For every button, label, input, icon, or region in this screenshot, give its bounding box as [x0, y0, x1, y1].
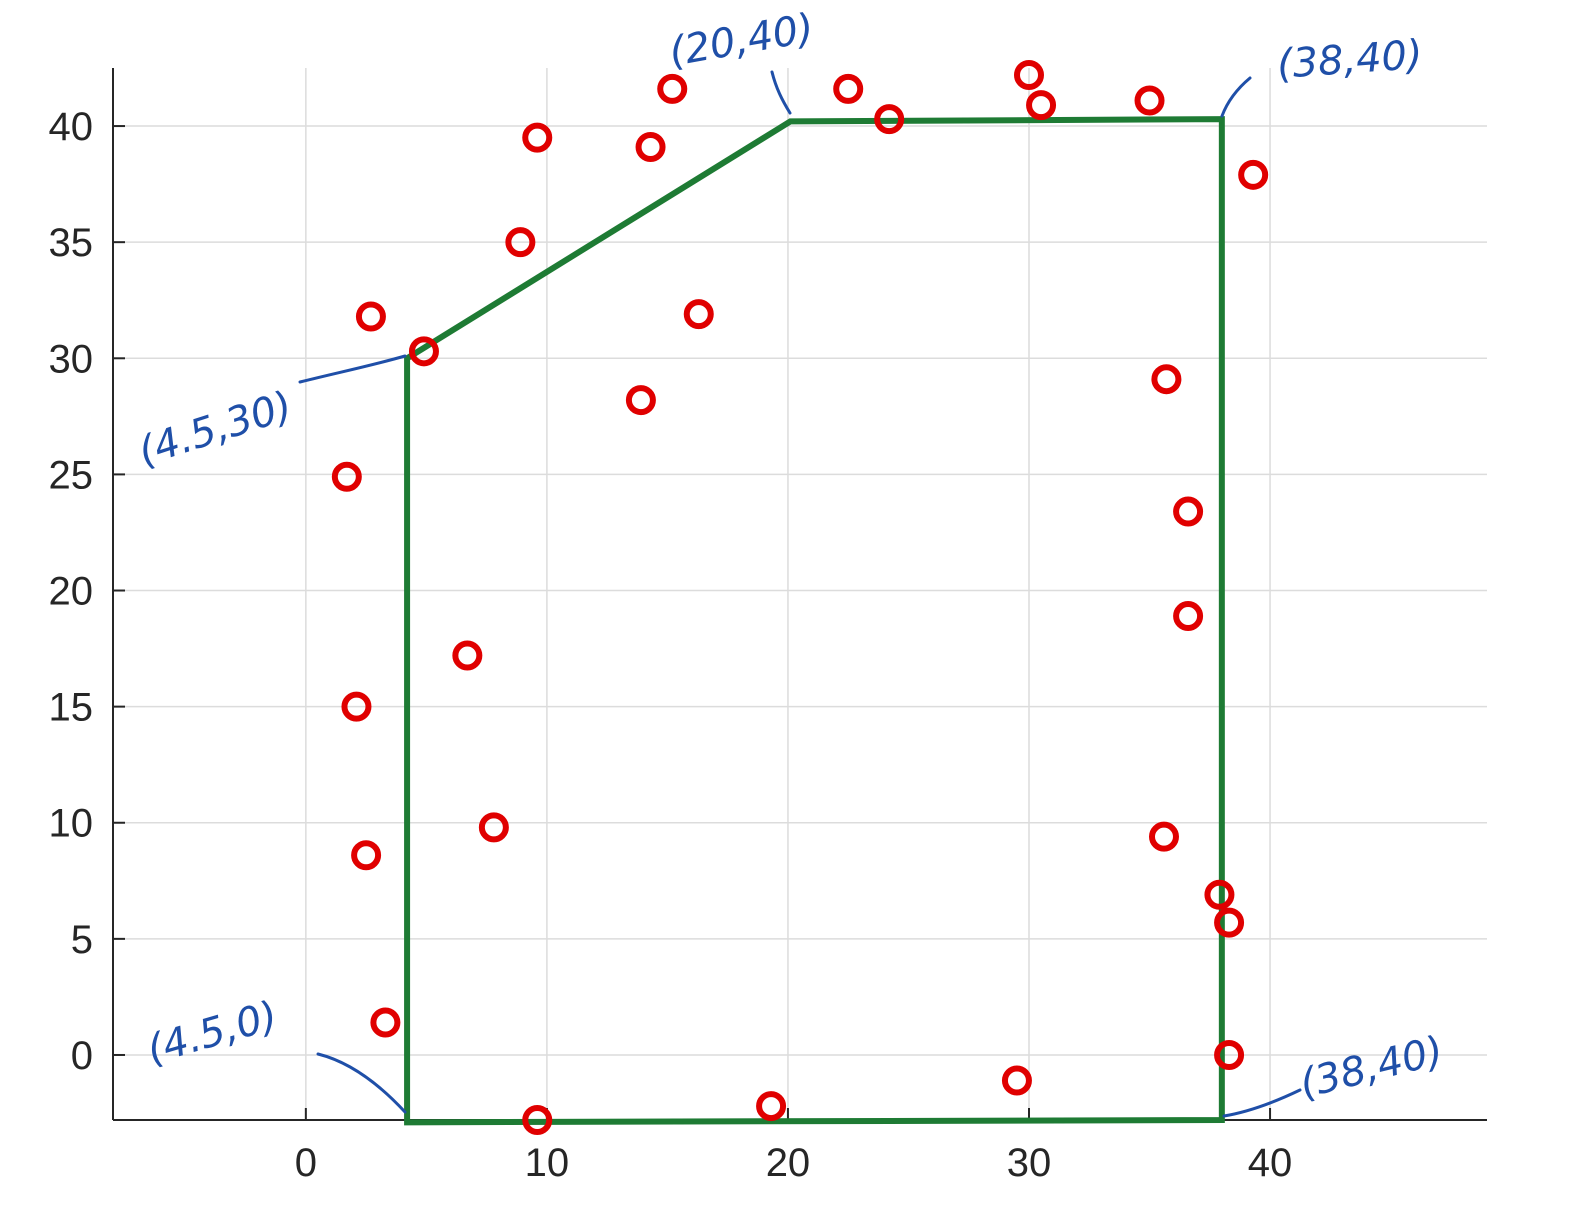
data-point	[522, 122, 553, 153]
data-point	[683, 299, 714, 330]
x-tick-label: 30	[1007, 1141, 1052, 1185]
hull-polygon-group	[404, 116, 1225, 1126]
y-tick-label: 30	[49, 337, 94, 381]
data-point	[1214, 907, 1245, 938]
data-point	[355, 301, 386, 332]
leader-20-40	[770, 70, 792, 115]
leader-38-40-bottom	[1222, 1088, 1302, 1118]
annotation-4.5-30: (4.5,30)	[133, 383, 298, 476]
tick-marks	[113, 125, 1272, 1120]
data-point	[341, 691, 372, 722]
annotation-20-40: (20,40)	[666, 5, 818, 76]
data-point	[625, 385, 656, 416]
data-point	[756, 1091, 787, 1122]
x-tick-label: 0	[295, 1141, 317, 1185]
data-point	[657, 73, 688, 104]
data-point	[1151, 364, 1182, 395]
annotation-4.5-0: (4.5,0)	[142, 993, 283, 1074]
data-point	[1238, 159, 1269, 190]
data-point	[351, 840, 382, 871]
y-tick-label: 10	[49, 802, 94, 846]
data-point	[408, 336, 439, 367]
data-point	[1014, 59, 1044, 90]
grid-lines	[113, 68, 1487, 1120]
annotation-38-40-bottom: (38,40)	[1295, 1028, 1448, 1108]
handwritten-annotations: (20,40) (38,40) (4.5,30) (4.5,0) (38,40)	[133, 5, 1448, 1107]
data-point	[874, 104, 905, 135]
x-tick-labels: 0 10 20 30 40	[295, 1141, 1293, 1185]
data-point	[478, 812, 509, 843]
y-tick-label: 35	[49, 221, 94, 265]
x-tick-label: 20	[766, 1141, 811, 1185]
annotation-leaders	[298, 70, 1302, 1118]
data-point	[522, 1105, 553, 1135]
data-point	[370, 1007, 401, 1038]
data-point	[1214, 1039, 1245, 1070]
x-tick-label: 10	[525, 1141, 570, 1185]
data-points	[331, 59, 1269, 1135]
y-tick-label: 40	[49, 105, 94, 149]
data-point	[331, 461, 362, 492]
data-point	[452, 640, 483, 671]
data-point	[833, 73, 864, 104]
annotation-38-40-top: (38,40)	[1275, 32, 1424, 88]
data-point	[1173, 496, 1204, 527]
leader-4.5-0	[316, 1052, 407, 1114]
y-tick-label: 25	[49, 453, 94, 497]
y-tick-label: 5	[71, 918, 93, 962]
leader-38-40-top	[1220, 76, 1252, 118]
hull-polygon	[404, 116, 1225, 1126]
data-point	[1134, 85, 1165, 116]
y-tick-label: 0	[71, 1034, 93, 1078]
axes	[112, 68, 1487, 1121]
data-point	[1001, 1065, 1032, 1096]
x-tick-label: 40	[1248, 1141, 1293, 1185]
data-point	[1148, 821, 1179, 852]
data-point	[1026, 90, 1057, 121]
data-point	[635, 131, 666, 162]
data-point	[1173, 601, 1204, 632]
data-point	[1204, 879, 1235, 910]
data-point	[505, 227, 536, 258]
y-tick-labels: 40 35 30 25 20 15 10 5 0	[49, 105, 94, 1078]
leader-4.5-30	[298, 354, 407, 384]
y-tick-label: 20	[49, 570, 94, 614]
y-tick-label: 15	[49, 686, 94, 730]
